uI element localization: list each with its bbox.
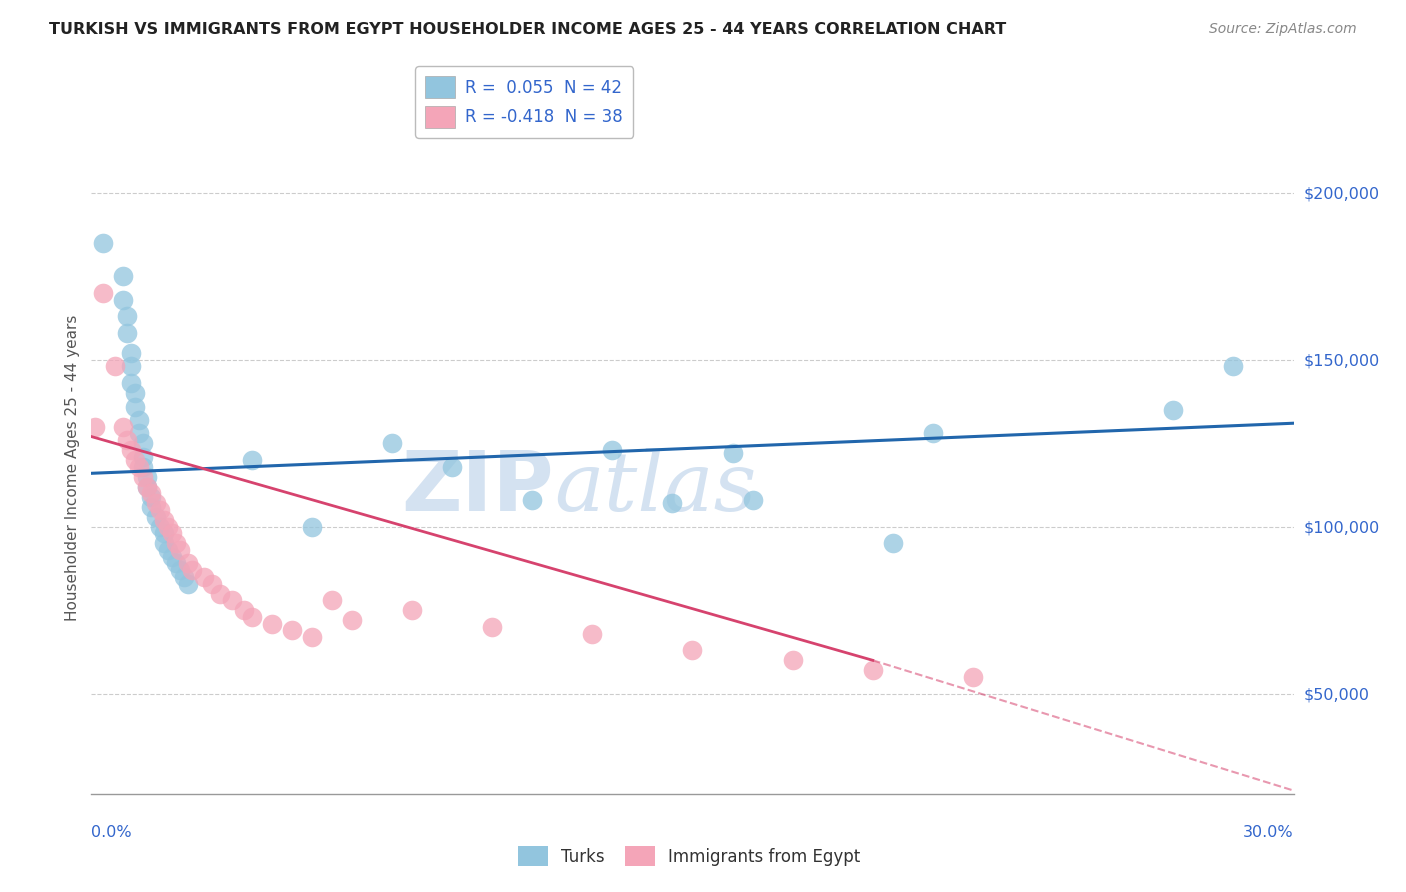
- Point: [112, 293, 135, 307]
- Point: [201, 576, 224, 591]
- Legend: R =  0.055  N = 42, R = -0.418  N = 38: R = 0.055 N = 42, R = -0.418 N = 38: [415, 66, 633, 137]
- Point: [240, 453, 263, 467]
- Point: [152, 513, 174, 527]
- Point: [169, 563, 191, 577]
- Point: [117, 433, 139, 447]
- Point: [93, 285, 115, 300]
- Point: [128, 413, 150, 427]
- Point: [193, 570, 215, 584]
- Point: [176, 576, 198, 591]
- Point: [782, 653, 804, 667]
- Point: [401, 603, 423, 617]
- Point: [145, 509, 167, 524]
- Point: [232, 603, 254, 617]
- Point: [173, 570, 195, 584]
- Point: [240, 610, 263, 624]
- Point: [340, 613, 363, 627]
- Y-axis label: Householder Income Ages 25 - 44 years: Householder Income Ages 25 - 44 years: [65, 315, 80, 622]
- Point: [93, 235, 115, 250]
- Point: [136, 480, 159, 494]
- Point: [124, 386, 146, 401]
- Point: [128, 426, 150, 441]
- Point: [124, 453, 146, 467]
- Point: [440, 459, 463, 474]
- Point: [104, 359, 127, 374]
- Point: [145, 496, 167, 510]
- Point: [121, 376, 143, 391]
- Point: [321, 593, 343, 607]
- Point: [132, 436, 155, 450]
- Text: atlas: atlas: [554, 448, 756, 528]
- Point: [121, 346, 143, 360]
- Point: [602, 442, 624, 457]
- Point: [180, 563, 202, 577]
- Point: [141, 500, 163, 514]
- Point: [136, 480, 159, 494]
- Point: [301, 630, 323, 644]
- Point: [160, 549, 183, 564]
- Point: [862, 663, 884, 677]
- Point: [136, 469, 159, 483]
- Text: Source: ZipAtlas.com: Source: ZipAtlas.com: [1209, 22, 1357, 37]
- Point: [132, 450, 155, 464]
- Point: [141, 486, 163, 500]
- Point: [121, 359, 143, 374]
- Point: [160, 526, 183, 541]
- Point: [124, 400, 146, 414]
- Point: [281, 624, 304, 638]
- Point: [156, 543, 179, 558]
- Point: [117, 326, 139, 340]
- Point: [721, 446, 744, 460]
- Point: [1163, 402, 1185, 417]
- Point: [169, 543, 191, 558]
- Point: [156, 520, 179, 534]
- Point: [112, 269, 135, 284]
- Point: [301, 520, 323, 534]
- Point: [117, 310, 139, 324]
- Point: [208, 586, 231, 600]
- Point: [681, 643, 703, 657]
- Point: [221, 593, 243, 607]
- Point: [112, 419, 135, 434]
- Point: [132, 459, 155, 474]
- Point: [128, 459, 150, 474]
- Point: [152, 536, 174, 550]
- Point: [148, 503, 170, 517]
- Point: [152, 526, 174, 541]
- Point: [962, 670, 984, 684]
- Point: [581, 626, 603, 640]
- Text: ZIP: ZIP: [402, 447, 554, 528]
- Point: [141, 490, 163, 504]
- Point: [132, 469, 155, 483]
- Text: 30.0%: 30.0%: [1243, 825, 1294, 840]
- Point: [260, 616, 283, 631]
- Point: [148, 520, 170, 534]
- Point: [522, 493, 544, 508]
- Point: [84, 419, 107, 434]
- Point: [661, 496, 683, 510]
- Point: [922, 426, 945, 441]
- Point: [165, 536, 187, 550]
- Point: [481, 620, 503, 634]
- Point: [121, 442, 143, 457]
- Point: [165, 557, 187, 571]
- Point: [741, 493, 763, 508]
- Text: TURKISH VS IMMIGRANTS FROM EGYPT HOUSEHOLDER INCOME AGES 25 - 44 YEARS CORRELATI: TURKISH VS IMMIGRANTS FROM EGYPT HOUSEHO…: [49, 22, 1007, 37]
- Point: [176, 557, 198, 571]
- Point: [1222, 359, 1244, 374]
- Text: 0.0%: 0.0%: [91, 825, 132, 840]
- Legend: Turks, Immigrants from Egypt: Turks, Immigrants from Egypt: [510, 839, 868, 873]
- Point: [381, 436, 404, 450]
- Point: [882, 536, 904, 550]
